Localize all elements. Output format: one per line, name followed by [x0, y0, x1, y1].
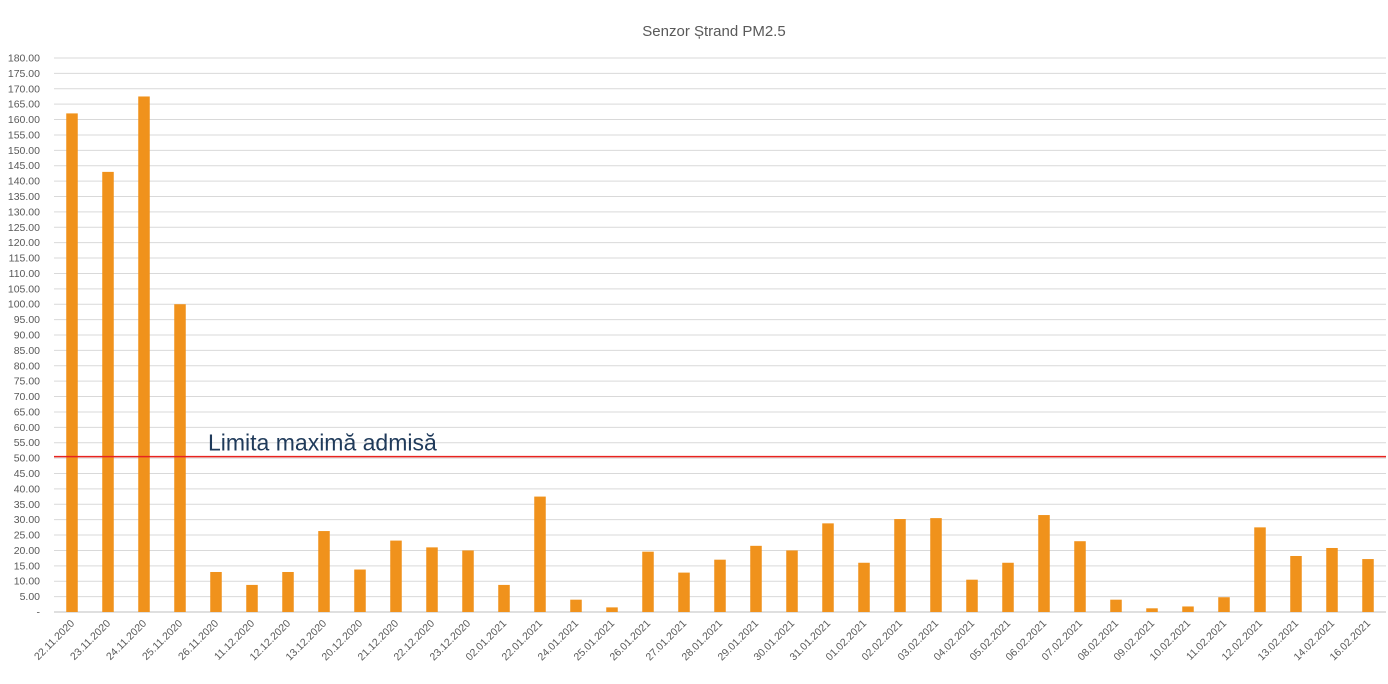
bar: [1218, 597, 1230, 612]
bar: [750, 545, 762, 612]
y-axis-ticks: - 5.00 10.00 15.00 20.00 25.00 30.00 35.00 40.00…: [8, 53, 41, 619]
y-tick-label: -: [37, 607, 41, 619]
bar: [966, 579, 978, 612]
bar: [1362, 559, 1374, 612]
bar: [534, 496, 546, 612]
bar: [606, 607, 618, 612]
y-tick-label: 150.00: [8, 145, 40, 157]
y-tick-label: 155.00: [8, 129, 40, 141]
y-tick-label: 110.00: [9, 268, 40, 280]
y-tick-label: 125.00: [8, 222, 40, 234]
bar: [822, 523, 834, 612]
y-tick-label: 165.00: [8, 99, 40, 111]
y-tick-label: 160.00: [8, 114, 40, 126]
bar: [678, 572, 690, 612]
y-tick-label: 180.00: [8, 53, 40, 65]
bar: [714, 559, 726, 612]
y-tick-label: 15.00: [14, 560, 40, 572]
bar: [1326, 547, 1338, 612]
y-tick-label: 130.00: [8, 206, 40, 218]
y-tick-label: 65.00: [14, 406, 40, 418]
bar: [1038, 515, 1050, 612]
bar: [1002, 562, 1014, 612]
bar: [1110, 599, 1122, 612]
bars: [66, 96, 1374, 613]
bar: [642, 551, 654, 612]
y-tick-label: 85.00: [14, 345, 40, 357]
bar: [786, 550, 798, 612]
y-tick-label: 25.00: [14, 530, 40, 542]
y-tick-label: 60.00: [14, 422, 40, 434]
bar: [102, 171, 114, 612]
bar: [1146, 608, 1158, 612]
y-tick-label: 100.00: [8, 299, 40, 311]
y-tick-label: 45.00: [14, 468, 40, 480]
y-tick-label: 55.00: [14, 437, 40, 449]
bar: [894, 519, 906, 612]
bar: [570, 599, 582, 612]
limit-label: Limita maximă admisă: [208, 430, 437, 456]
y-tick-label: 140.00: [8, 176, 40, 188]
y-tick-label: 90.00: [14, 330, 40, 342]
y-tick-label: 75.00: [14, 376, 40, 388]
y-tick-label: 40.00: [14, 483, 40, 495]
y-tick-label: 120.00: [8, 237, 40, 249]
y-tick-label: 80.00: [14, 360, 40, 372]
bar: [390, 540, 402, 612]
bar: [1182, 606, 1194, 612]
y-tick-label: 145.00: [8, 160, 40, 172]
bar: [930, 518, 942, 612]
bar: [858, 562, 870, 612]
bar: [1254, 527, 1266, 612]
y-tick-label: 170.00: [8, 83, 40, 95]
bar: [210, 571, 222, 612]
y-tick-label: 20.00: [14, 545, 40, 557]
y-tick-label: 70.00: [14, 391, 40, 403]
bar: [1290, 555, 1302, 612]
y-tick-label: 105.00: [8, 283, 40, 295]
bar: [1074, 541, 1086, 612]
y-tick-label: 10.00: [14, 576, 40, 588]
bar: [174, 304, 186, 612]
bar: [318, 531, 330, 612]
bar: [462, 550, 474, 612]
y-tick-label: 95.00: [14, 314, 40, 326]
bar: [282, 571, 294, 612]
y-tick-label: 135.00: [8, 191, 40, 203]
gridlines: [54, 57, 1386, 613]
bar: [246, 584, 258, 612]
y-tick-label: 35.00: [14, 499, 40, 511]
y-tick-label: 5.00: [20, 591, 41, 603]
bar: [354, 569, 366, 612]
y-tick-label: 115.00: [9, 253, 40, 265]
bar: [66, 113, 78, 613]
bar: [498, 584, 510, 612]
chart-title: Senzor Ștrand PM2.5: [642, 23, 785, 40]
y-tick-label: 30.00: [14, 514, 40, 526]
bar: [138, 96, 150, 612]
y-tick-label: 175.00: [8, 68, 40, 80]
y-tick-label: 50.00: [14, 453, 40, 465]
bar: [426, 547, 438, 612]
x-axis-ticks: 22.11.202023.11.202024.11.202025.11.2020…: [32, 618, 1373, 664]
